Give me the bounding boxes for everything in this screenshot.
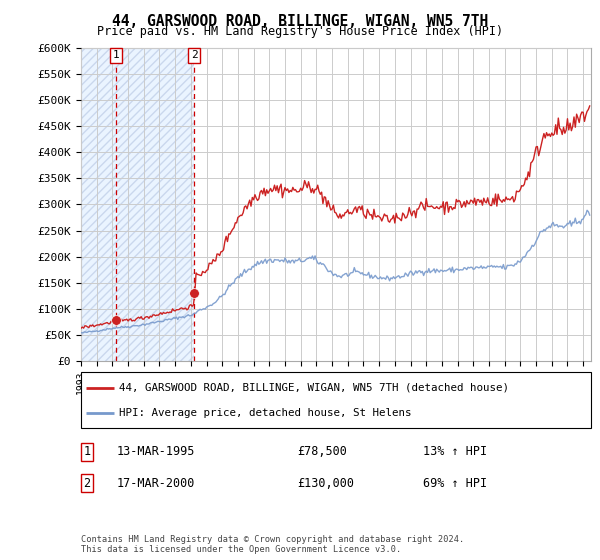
Text: Price paid vs. HM Land Registry's House Price Index (HPI): Price paid vs. HM Land Registry's House … xyxy=(97,25,503,38)
Text: 1: 1 xyxy=(83,445,91,459)
Text: 1: 1 xyxy=(112,50,119,60)
Text: £130,000: £130,000 xyxy=(297,477,354,490)
Text: 2: 2 xyxy=(191,50,197,60)
Text: 17-MAR-2000: 17-MAR-2000 xyxy=(117,477,196,490)
Text: 44, GARSWOOD ROAD, BILLINGE, WIGAN, WN5 7TH (detached house): 44, GARSWOOD ROAD, BILLINGE, WIGAN, WN5 … xyxy=(119,382,509,393)
Bar xyxy=(81,48,194,361)
Text: 13-MAR-1995: 13-MAR-1995 xyxy=(117,445,196,459)
Text: Contains HM Land Registry data © Crown copyright and database right 2024.
This d: Contains HM Land Registry data © Crown c… xyxy=(81,535,464,554)
Text: £78,500: £78,500 xyxy=(297,445,347,459)
Bar xyxy=(81,48,194,361)
Text: HPI: Average price, detached house, St Helens: HPI: Average price, detached house, St H… xyxy=(119,408,412,418)
FancyBboxPatch shape xyxy=(81,372,591,428)
Text: 44, GARSWOOD ROAD, BILLINGE, WIGAN, WN5 7TH: 44, GARSWOOD ROAD, BILLINGE, WIGAN, WN5 … xyxy=(112,14,488,29)
Text: 69% ↑ HPI: 69% ↑ HPI xyxy=(423,477,487,490)
Text: 2: 2 xyxy=(83,477,91,490)
Text: 13% ↑ HPI: 13% ↑ HPI xyxy=(423,445,487,459)
